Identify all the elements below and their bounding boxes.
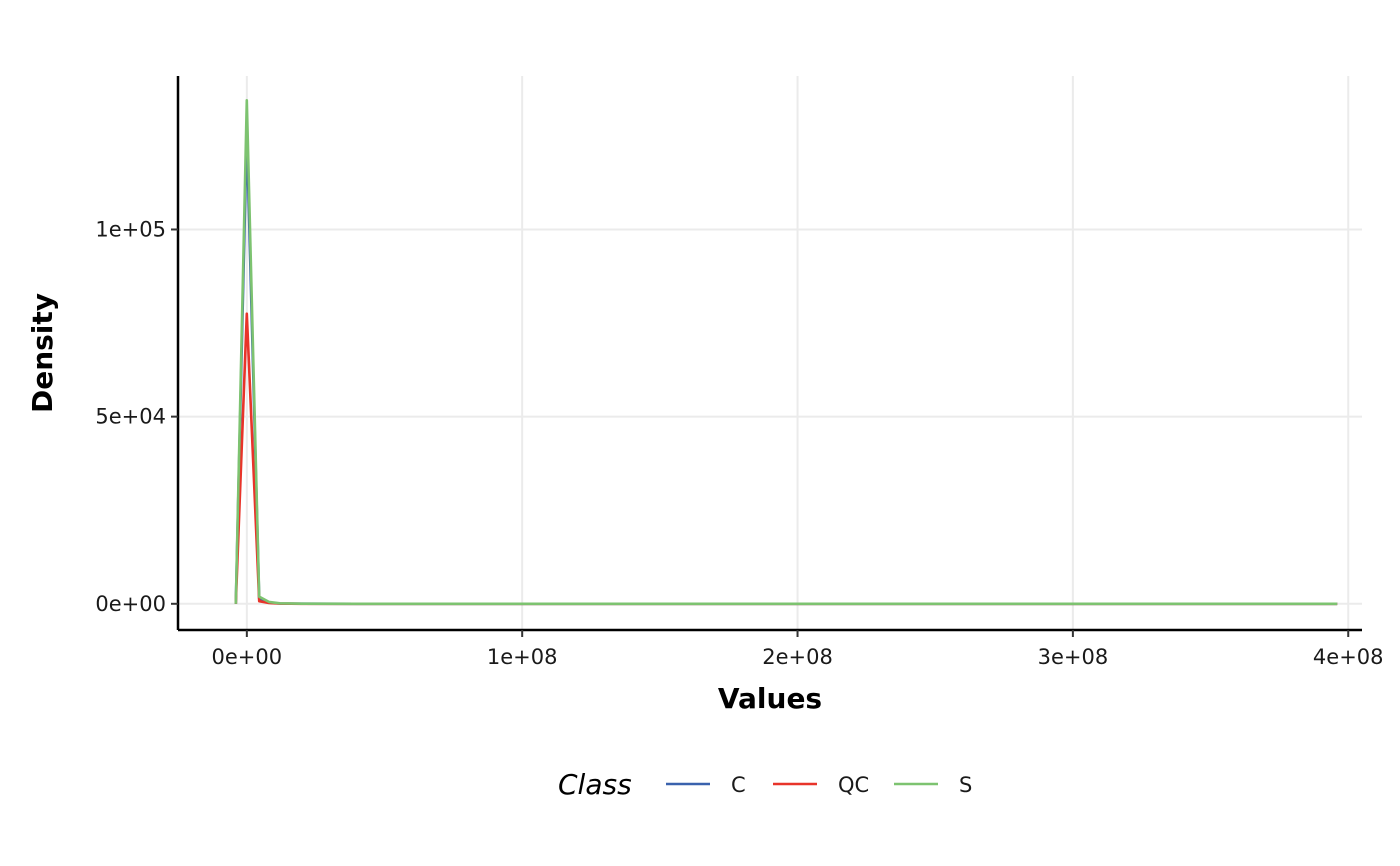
legend-title: Class	[558, 768, 632, 801]
legend: Class C QC S	[558, 768, 972, 801]
x-tick-label: 4e+08	[1313, 645, 1384, 669]
x-tick-label: 3e+08	[1038, 645, 1109, 669]
series-line-qc	[234, 312, 1338, 606]
x-tick-label: 2e+08	[762, 645, 833, 669]
y-axis-ticks: 0e+00 5e+04 1e+05	[95, 217, 178, 616]
axes	[176, 76, 1362, 632]
series-lines	[234, 99, 1338, 606]
series-line-s	[234, 99, 1338, 606]
y-tick-label: 0e+00	[95, 592, 166, 616]
legend-label-s: S	[959, 773, 972, 797]
x-axis-ticks: 0e+00 1e+08 2e+08 3e+08 4e+08	[212, 630, 1384, 669]
x-tick-label: 1e+08	[487, 645, 558, 669]
x-axis-title: Values	[718, 682, 822, 715]
legend-label-c: C	[731, 773, 746, 797]
grid-lines	[178, 76, 1362, 630]
legend-label-qc: QC	[838, 773, 869, 797]
x-tick-label: 0e+00	[212, 645, 283, 669]
y-tick-label: 5e+04	[95, 405, 166, 429]
y-tick-label: 1e+05	[95, 217, 166, 241]
series-line-c	[234, 130, 1338, 606]
y-axis-title: Density	[26, 293, 59, 413]
